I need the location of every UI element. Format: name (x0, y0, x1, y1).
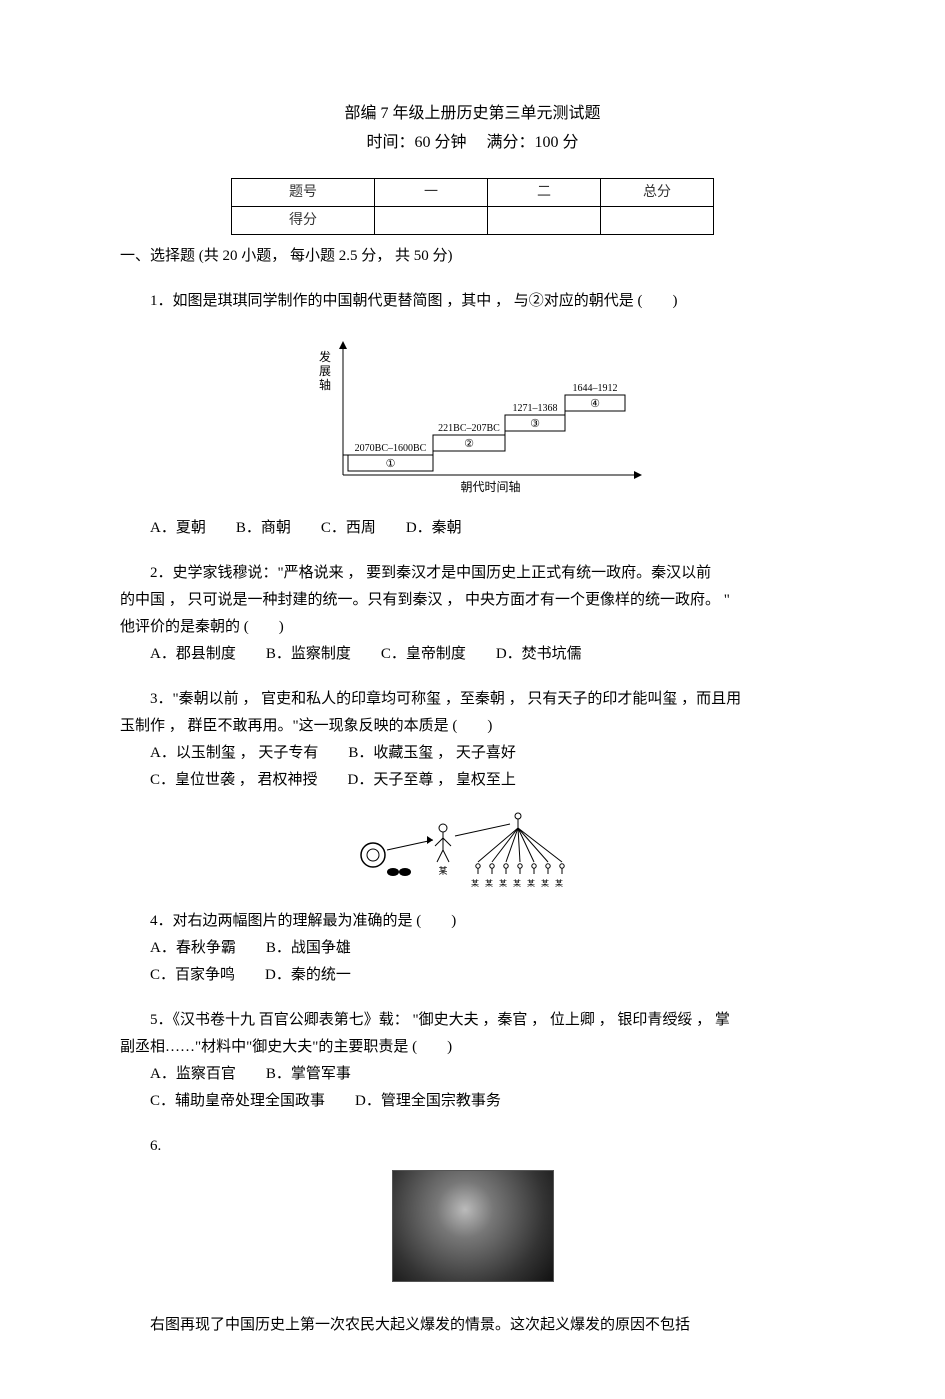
score-cell-1 (375, 206, 488, 234)
svg-text:②: ② (464, 438, 474, 450)
svg-text:①: ① (385, 458, 395, 470)
score-head-3: 总分 (601, 178, 714, 206)
score-cell-0: 得分 (232, 206, 375, 234)
svg-text:③: ③ (530, 418, 540, 430)
svg-text:1644–1912: 1644–1912 (572, 383, 617, 394)
q1-stem: 1．如图是琪琪同学制作的中国朝代更替简图 ，其中 ， 与②对应的朝代是 ( ) (120, 288, 825, 315)
q4-options-line1: A．春秋争霸 B．战国争雄 (120, 935, 825, 962)
score-table: 题号一二总分 得分 (231, 178, 714, 235)
doc-subtitle: 时间：60 分钟 满分：100 分 (120, 129, 825, 158)
q3-stem-line1: 3．"秦朝以前 ， 官吏和私人的印章均可称玺 ，至秦朝 ， 只有天子的印才能叫玺… (120, 686, 825, 713)
fullmark-label: 满分： (487, 134, 535, 151)
q6-image-wrap (120, 1170, 825, 1292)
q3-options-line1: A．以玉制玺 ， 天子专有 B．收藏玉玺 ， 天子喜好 (120, 740, 825, 767)
score-cell-3 (601, 206, 714, 234)
svg-text:轴: 轴 (318, 377, 330, 392)
svg-text:某: 某 (438, 866, 447, 876)
q1-chart: 发展轴朝代时间轴 ① 2070BC–1600BC ② 221BC–207BC ③ 1271–… (293, 325, 653, 495)
q5-stem-line2: 副丞相……"材料中"御史大夫"的主要职责是 ( ) (120, 1034, 825, 1061)
q3-diagram: 某某 某 某 某 某 某 某 (343, 800, 603, 890)
q4-stem: 4．对右边两幅图片的理解最为准确的是 ( ) (120, 908, 825, 935)
score-head-2: 二 (488, 178, 601, 206)
q1-options: A．夏朝 B．商朝 C．西周 D．秦朝 (120, 515, 825, 542)
score-head-1: 一 (375, 178, 488, 206)
q4-options-line2: C．百家争鸣 D．秦的统一 (120, 962, 825, 989)
time-value: 60 分钟 (414, 134, 466, 151)
section1-heading: 一、选择题 (共 20 小题， 每小题 2.5 分， 共 50 分) (120, 243, 825, 270)
q2-stem-line2: 的中国 ， 只可说是一种封建的统一。只有到秦汉 ， 中央方面才有一个更像样的统一… (120, 587, 825, 614)
time-label: 时间： (366, 134, 414, 151)
q5-options-line2: C．辅助皇帝处理全国政事 D．管理全国宗教事务 (120, 1088, 825, 1115)
q2-stem-line1: 2．史学家钱穆说："严格说来 ， 要到秦汉才是中国历史上正式有统一政府。秦汉以前 (120, 560, 825, 587)
svg-text:2070BC–1600BC: 2070BC–1600BC (354, 443, 426, 454)
doc-title: 部编 7 年级上册历史第三单元测试题 (120, 100, 825, 129)
score-head-0: 题号 (232, 178, 375, 206)
q6-caption: 右图再现了中国历史上第一次农民大起义爆发的情景。这次起义爆发的原因不包括 (120, 1312, 825, 1339)
fullmark-value: 100 分 (535, 134, 579, 151)
q3-options-line2: C．皇位世袭 ， 君权神授 D．天子至尊 ， 皇权至上 (120, 767, 825, 794)
q6-label: 6. (120, 1133, 825, 1160)
score-cell-2 (488, 206, 601, 234)
svg-text:发: 发 (318, 349, 330, 364)
q5-stem-line1: 5．《汉书卷十九 百官公卿表第七》载： "御史大夫 ，秦官 ， 位上卿 ， 银印… (120, 1007, 825, 1034)
svg-text:某 某 某 某 某 某 某: 某 某 某 某 某 某 某 (471, 879, 565, 888)
q1-chart-wrap: 发展轴朝代时间轴 ① 2070BC–1600BC ② 221BC–207BC ③ 1271–… (120, 325, 825, 505)
svg-text:1271–1368: 1271–1368 (512, 403, 557, 414)
q6-image (392, 1170, 554, 1282)
q2-stem-line3: 他评价的是秦朝的 ( ) (120, 614, 825, 641)
q5-options-line1: A．监察百官 B．掌管军事 (120, 1061, 825, 1088)
svg-text:④: ④ (590, 398, 600, 410)
q3-stem-line2: 玉制作 ， 群臣不敢再用。"这一现象反映的本质是 ( ) (120, 713, 825, 740)
q2-options: A．郡县制度 B．监察制度 C．皇帝制度 D．焚书坑儒 (120, 641, 825, 668)
svg-text:展: 展 (318, 364, 330, 378)
svg-text:朝代时间轴: 朝代时间轴 (460, 479, 520, 494)
svg-text:221BC–207BC: 221BC–207BC (438, 423, 500, 434)
